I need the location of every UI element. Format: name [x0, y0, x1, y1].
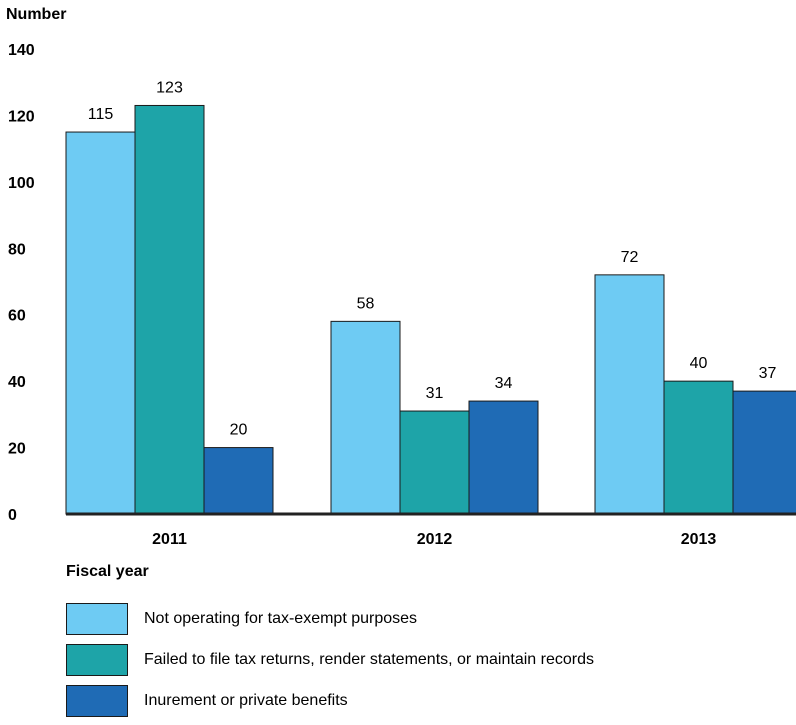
bar — [203, 447, 274, 515]
y-axis-label: Number — [6, 6, 67, 23]
bar — [468, 400, 539, 515]
y-tick-label: 20 — [8, 441, 26, 458]
legend-item: Not operating for tax-exempt purposes — [66, 602, 594, 636]
data-label: 123 — [156, 79, 183, 96]
legend-swatch — [66, 603, 128, 635]
data-label: 31 — [426, 385, 444, 402]
x-axis-label: Fiscal year — [66, 563, 149, 580]
bar — [594, 274, 665, 515]
legend-label: Failed to file tax returns, render state… — [144, 651, 594, 668]
legend-item: Failed to file tax returns, render state… — [66, 643, 594, 677]
y-tick-label: 100 — [8, 175, 35, 192]
y-tick-label: 120 — [8, 108, 35, 125]
data-label: 34 — [495, 375, 513, 392]
data-label: 20 — [230, 422, 248, 439]
x-tick-label: 2013 — [681, 531, 717, 548]
y-tick-label: 140 — [8, 42, 35, 59]
bar — [134, 104, 205, 515]
legend-swatch — [66, 644, 128, 676]
bar — [330, 320, 401, 515]
bar — [399, 410, 470, 515]
bar — [732, 390, 796, 515]
legend-label: Not operating for tax-exempt purposes — [144, 610, 418, 627]
data-label: 40 — [690, 355, 708, 372]
data-label: 58 — [357, 295, 375, 312]
y-tick-label: 40 — [8, 374, 26, 391]
bar — [65, 131, 136, 515]
y-tick-label: 0 — [8, 507, 17, 524]
x-tick-label: 2011 — [152, 531, 187, 548]
bar — [663, 380, 734, 515]
y-tick-label: 60 — [8, 308, 26, 325]
data-label: 72 — [621, 249, 639, 266]
legend-label: Inurement or private benefits — [144, 692, 348, 709]
y-tick-label: 80 — [8, 241, 26, 258]
legend-item: Inurement or private benefits — [66, 684, 594, 718]
legend-swatch — [66, 685, 128, 717]
data-label: 115 — [88, 106, 114, 123]
bar-chart: 0 20 40 60 80 100 120 140 115 123 20 2011 58 31 34 2012… — [8, 42, 796, 548]
x-tick-label: 2012 — [417, 531, 453, 548]
legend: Not operating for tax-exempt purposes Fa… — [66, 602, 594, 725]
data-label: 37 — [759, 365, 777, 382]
